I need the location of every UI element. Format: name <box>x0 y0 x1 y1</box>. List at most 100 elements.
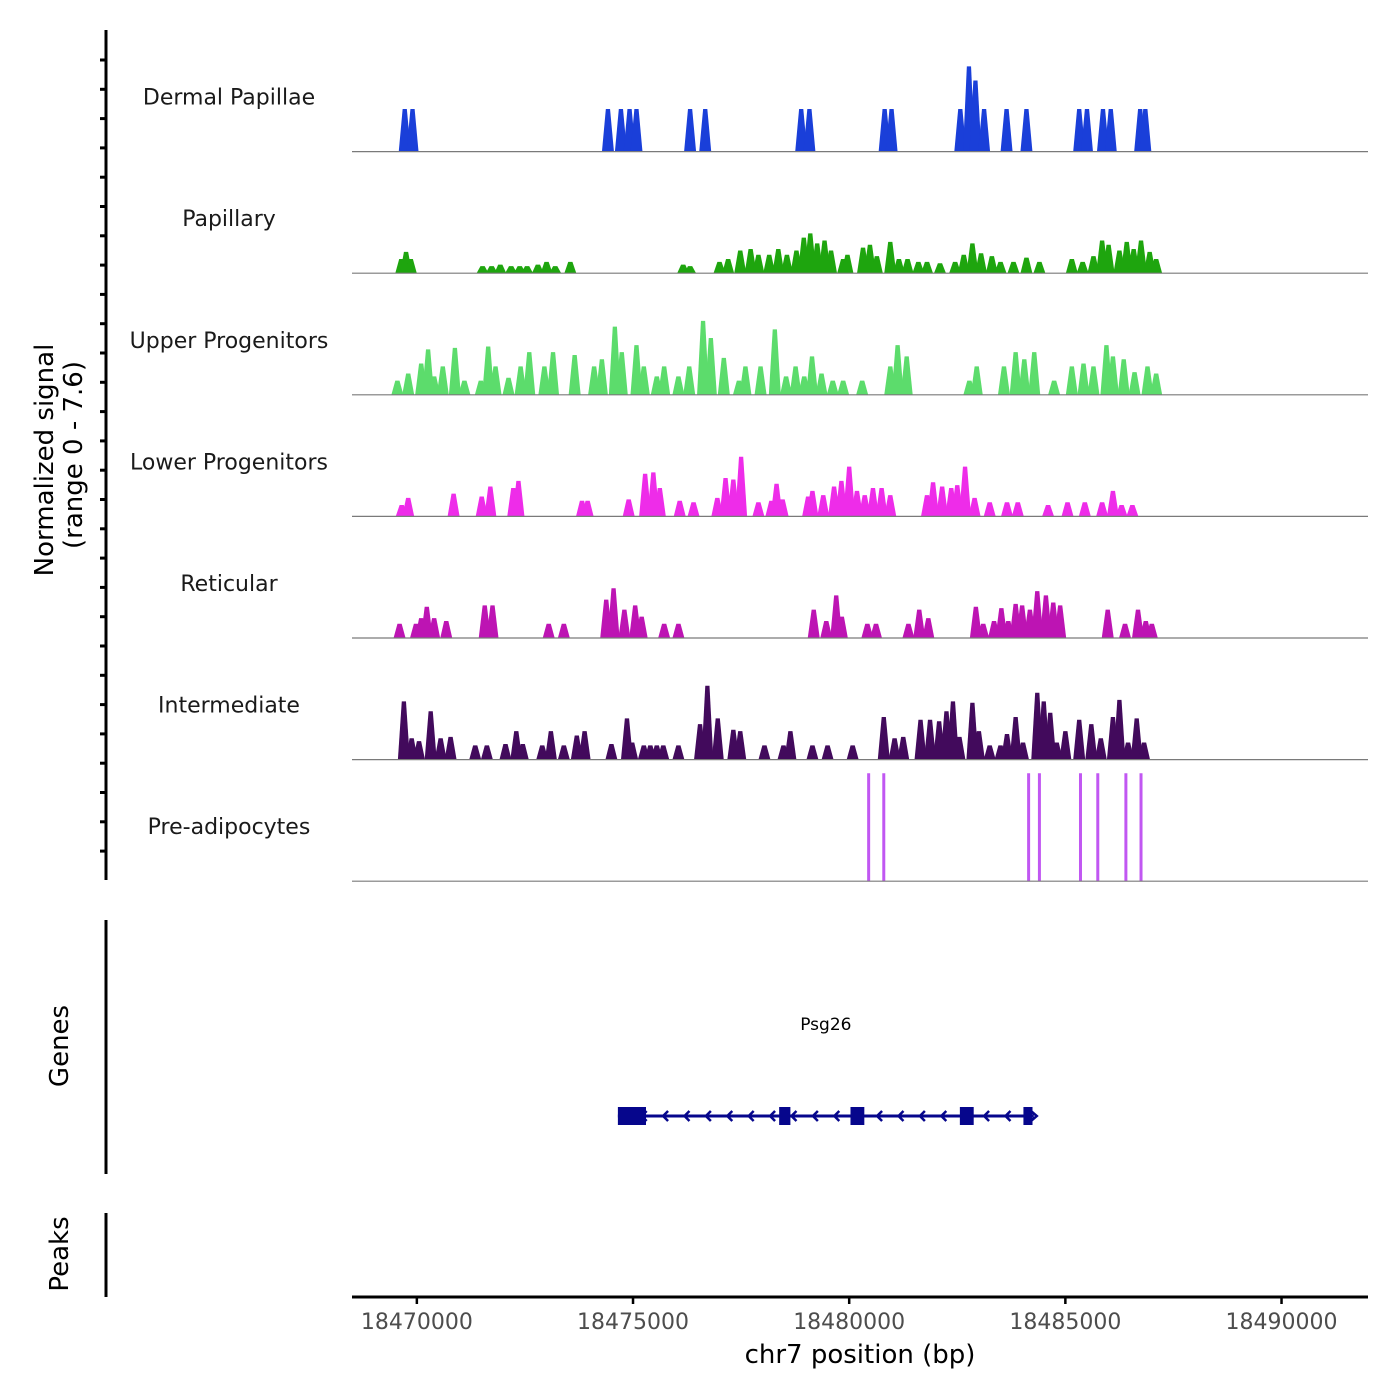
coverage-peak <box>901 258 914 274</box>
gene-exon <box>1023 1107 1033 1125</box>
coverage-peak <box>697 320 710 395</box>
coverage-peak <box>870 256 883 274</box>
strand-arrow <box>789 1110 798 1122</box>
coverage-peak <box>1101 609 1114 638</box>
coverage-peak <box>1145 623 1158 638</box>
coverage-peak <box>949 261 962 274</box>
coverage-peak <box>1065 258 1078 274</box>
coverage-peak <box>1078 773 1082 882</box>
coverage-peak <box>1135 240 1148 274</box>
coverage-peak <box>1048 380 1061 395</box>
coverage-peak <box>1033 261 1046 274</box>
coverage-peak <box>568 355 581 395</box>
coverage-peak <box>983 502 996 517</box>
coverage-peak <box>657 745 670 760</box>
coverage-peak <box>1076 261 1089 274</box>
coverage-peak <box>957 254 970 274</box>
coverage-peak <box>482 346 495 395</box>
strand-arrow <box>661 1110 669 1122</box>
track-intermediate: Intermediate <box>158 685 1368 761</box>
coverage-peak <box>997 366 1010 395</box>
coverage-peak <box>735 456 748 517</box>
coverage-peak <box>605 743 618 760</box>
coverage-peak <box>672 623 685 638</box>
coverage-peak <box>825 250 838 274</box>
coverage-peak <box>806 745 819 760</box>
coverage-peak <box>1000 108 1013 152</box>
coverage-peak <box>480 745 493 760</box>
coverage-peak <box>1077 363 1090 395</box>
coverage-peak <box>1020 108 1033 152</box>
coverage-peak <box>402 497 415 517</box>
coverage-peak <box>780 254 793 274</box>
coverage-peak <box>1102 244 1115 274</box>
coverage-peak <box>867 773 871 882</box>
coverage-peak <box>684 108 697 152</box>
coverage-peak <box>994 261 1007 274</box>
coverage-peak <box>469 745 482 760</box>
coverage-peak <box>795 108 808 152</box>
coverage-peak <box>752 502 765 517</box>
coverage-peak <box>977 623 990 638</box>
coverage-peak <box>882 773 886 882</box>
coverage-peak <box>869 623 882 638</box>
coverage-peak <box>734 731 747 760</box>
coverage-peak <box>436 366 449 395</box>
coverage-peak <box>820 620 833 638</box>
coverage-peak <box>933 263 946 274</box>
coverage-peak <box>789 366 802 395</box>
strand-arrow <box>725 1110 734 1122</box>
coverage-peak <box>595 359 608 395</box>
coverage-peak <box>1150 373 1163 395</box>
coverage-peak <box>447 493 460 517</box>
coverage-peak <box>434 738 447 760</box>
coverage-peak <box>1009 716 1022 760</box>
coverage-peak <box>637 366 650 395</box>
y-axis-title: Normalized signal (range 0 - 7.6) <box>30 344 89 577</box>
coverage-peak <box>475 496 488 517</box>
coverage-peak <box>635 616 648 638</box>
coverage-peak <box>531 264 544 274</box>
coverage-peak <box>1139 108 1152 152</box>
coverage-peak <box>549 266 562 274</box>
coverage-peak <box>837 380 850 395</box>
gene-model: Psg26 <box>617 1015 1039 1125</box>
coverage-peak <box>618 609 631 638</box>
coverage-peak <box>891 345 904 395</box>
coverage-peak <box>924 719 937 760</box>
coverage-peak <box>985 256 998 274</box>
coverage-peak <box>672 376 685 395</box>
x-axis-title: chr7 position (bp) <box>745 1340 976 1370</box>
coverage-peak <box>1037 773 1041 882</box>
track-upper-progenitors: Upper Progenitors <box>130 320 1368 396</box>
coverage-peak <box>684 266 697 274</box>
coverage-peak <box>861 623 874 638</box>
track-label: Intermediate <box>158 694 300 719</box>
coverage-peak <box>557 623 570 638</box>
strand-arrow <box>939 1110 948 1122</box>
coverage-peak <box>1020 257 1033 274</box>
coverage-peak <box>512 480 525 517</box>
coverage-peak <box>1130 718 1143 760</box>
coverage-peak <box>1104 108 1117 152</box>
coverage-peak <box>658 366 671 395</box>
coverage-peak <box>622 499 635 517</box>
coverage-peak <box>701 685 714 760</box>
coverage-peak <box>913 609 926 638</box>
coverage-peak <box>1096 502 1109 517</box>
coverage-peak <box>722 258 735 274</box>
coverage-peak <box>821 745 834 760</box>
track-label: Reticular <box>180 572 278 597</box>
strand-arrow <box>918 1110 926 1122</box>
coverage-peak <box>1113 699 1126 760</box>
coverage-peak <box>877 716 890 760</box>
coverage-peak <box>817 495 830 517</box>
coverage-peak <box>969 606 982 638</box>
coverage-peak <box>630 108 643 152</box>
coverage-peak <box>1009 352 1022 395</box>
x-tick-label: 18490000 <box>1226 1310 1338 1335</box>
coverage-peak <box>953 736 966 760</box>
coverage-peak <box>815 373 828 395</box>
coverage-peak <box>1128 372 1141 395</box>
